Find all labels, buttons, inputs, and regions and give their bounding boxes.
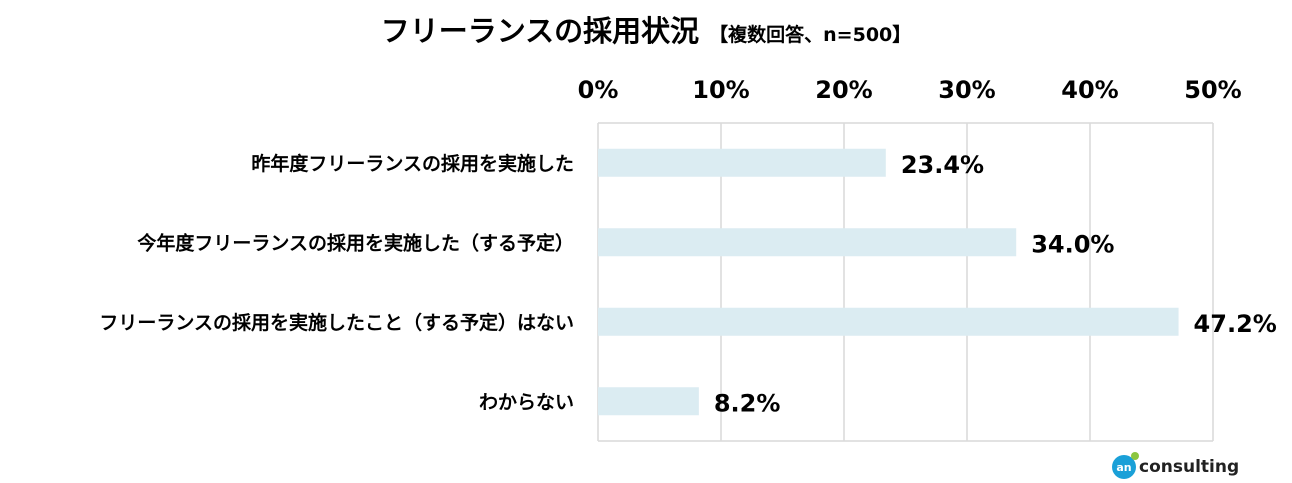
category-label: 今年度フリーランスの採用を実施した（する予定） [136, 231, 574, 254]
x-tick-label: 30% [938, 76, 995, 104]
data-label: 34.0% [1031, 230, 1114, 258]
chart-header: フリーランスの採用状況 【複数回答、n=500】 [0, 8, 1292, 50]
brand-mark-icon: an [1112, 452, 1139, 479]
x-tick-label: 40% [1061, 76, 1118, 104]
bar [598, 307, 1179, 336]
bar [598, 228, 1017, 257]
data-label: 47.2% [1194, 310, 1277, 338]
category-label: 昨年度フリーランスの採用を実施した [251, 152, 574, 175]
data-label: 8.2% [714, 389, 781, 417]
bar [598, 387, 699, 416]
chart-subtitle: 【複数回答、n=500】 [709, 24, 912, 46]
chart-title: フリーランスの採用状況 [380, 14, 700, 48]
data-label: 23.4% [901, 151, 984, 179]
x-tick-label: 10% [692, 76, 749, 104]
x-tick-label: 0% [578, 76, 619, 104]
category-label: フリーランスの採用を実施したこと（する予定）はない [99, 311, 574, 334]
brand-logo: an consulting [1112, 452, 1240, 479]
x-tick-label: 20% [815, 76, 872, 104]
brand-name: consulting [1139, 457, 1240, 477]
bar [598, 148, 886, 177]
x-tick-label: 50% [1184, 76, 1241, 104]
category-label: わからない [479, 391, 574, 413]
